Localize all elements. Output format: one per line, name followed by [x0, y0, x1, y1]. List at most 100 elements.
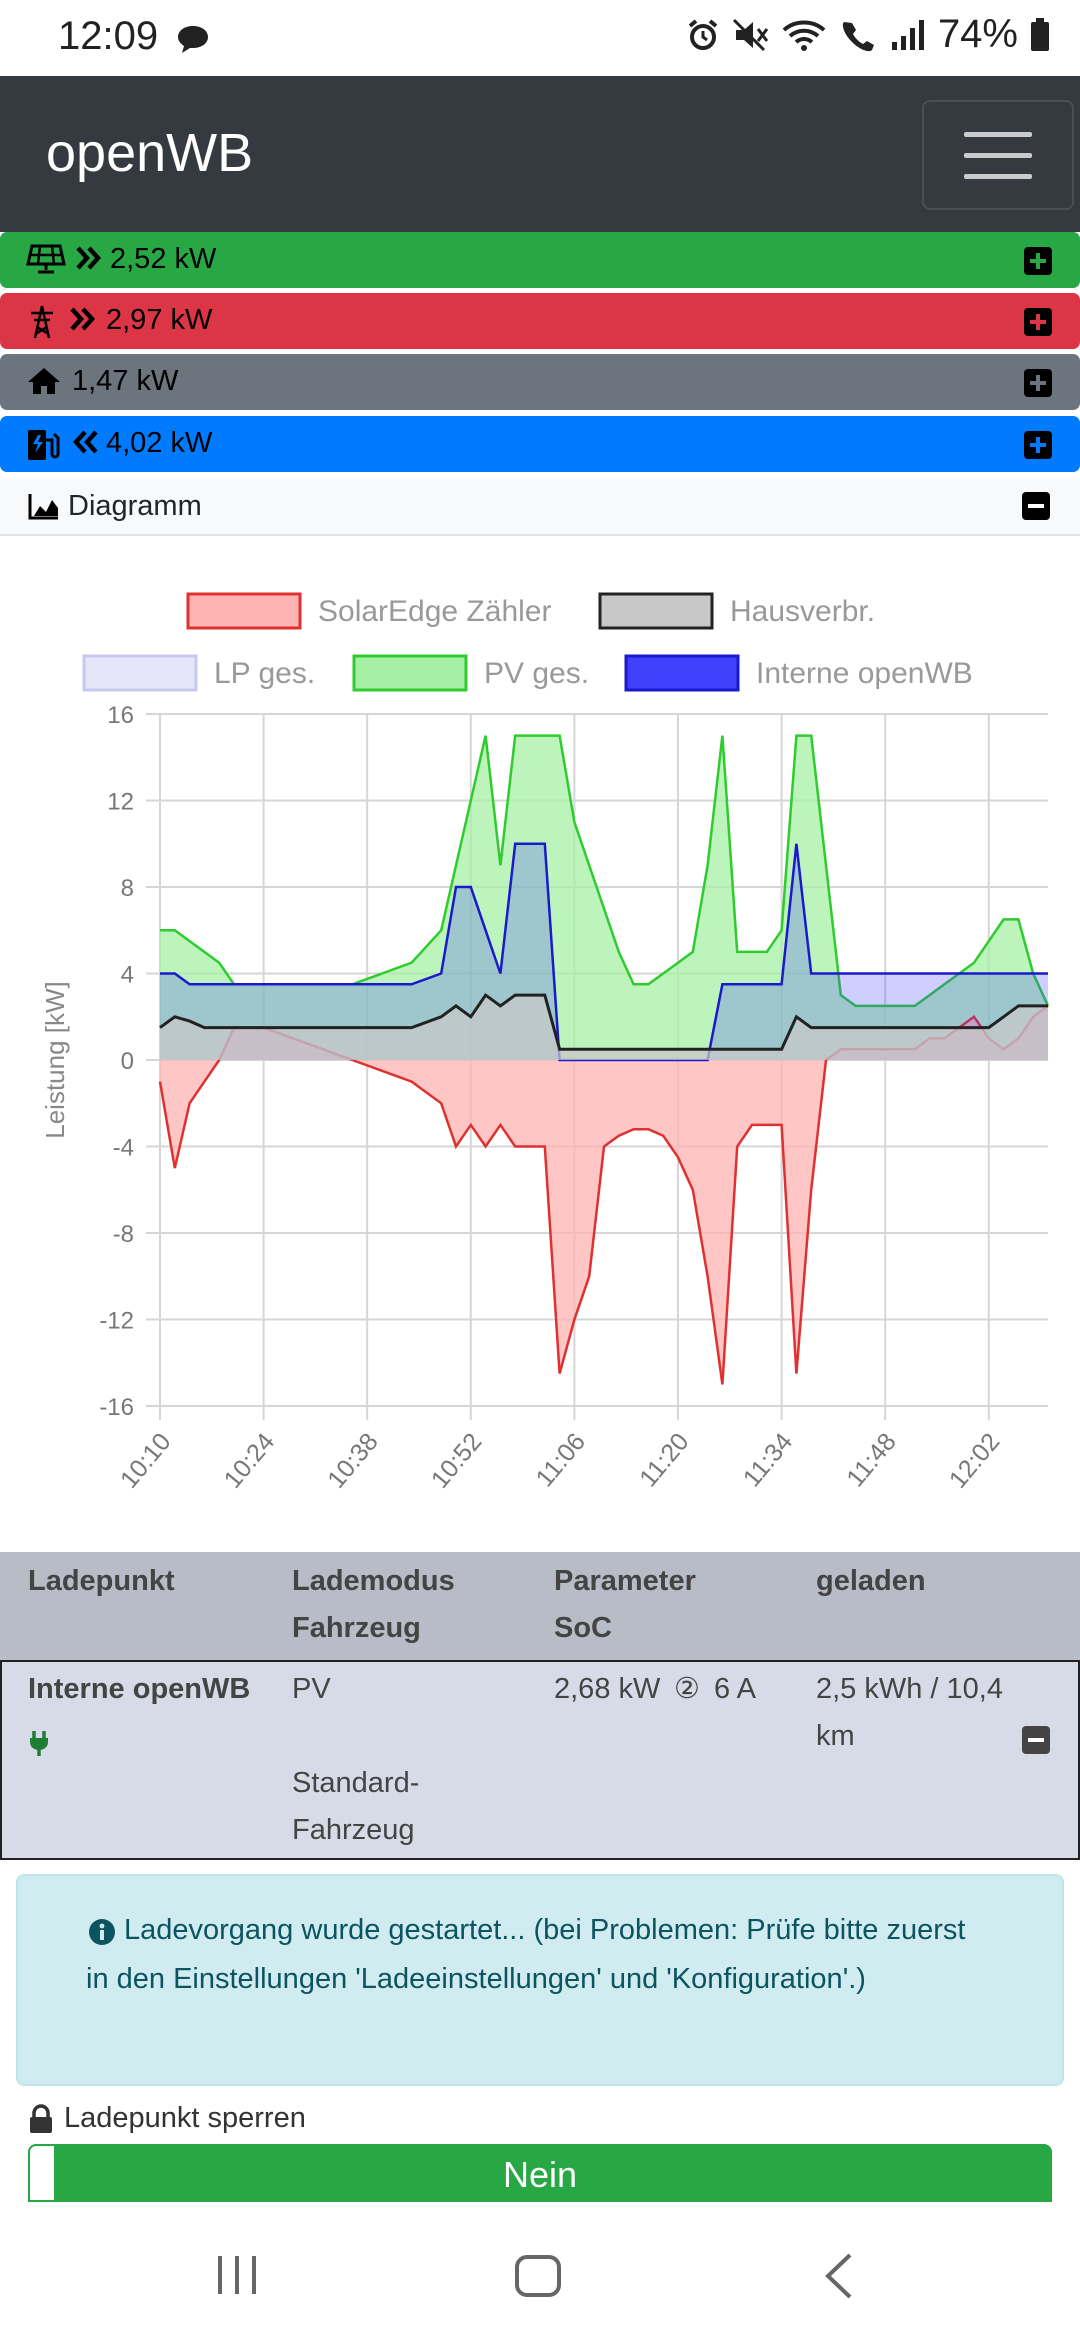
hamburger-icon [964, 153, 1032, 158]
wifi-icon [782, 20, 826, 51]
table-row[interactable]: Interne openWB PV Standard- Fahrzeug 2,6… [0, 1660, 1080, 1860]
battery-percent: 74% [937, 12, 1018, 56]
info-message-text: Ladevorgang wurde gestartet... (bei Prob… [86, 1914, 966, 1995]
charging-station-icon [28, 430, 60, 460]
legend-label: Interne openWB [756, 657, 973, 690]
y-tick-label: 12 [107, 789, 134, 816]
lock-icon [30, 2104, 52, 2133]
alarm-icon [688, 18, 718, 50]
navbar: openWB [0, 76, 1080, 232]
collapse-diagram-button[interactable] [1022, 492, 1050, 520]
charge-power-bar[interactable]: 4,02 kW [0, 416, 1080, 472]
angle-double-left-icon [72, 430, 98, 454]
pv-power-bar[interactable]: 2,52 kW [0, 232, 1080, 288]
home-button-icon[interactable] [514, 2254, 562, 2298]
header-lademodus: Lademodus [292, 1565, 455, 1597]
series-area-interne-openwb [160, 843, 1048, 1060]
house-power-bar[interactable]: 1,47 kW [0, 354, 1080, 410]
lock-button-label: Nein [502, 2154, 578, 2195]
system-navigation-bar [0, 2204, 1080, 2340]
y-tick-label: 0 [121, 1048, 134, 1075]
menu-toggle-button[interactable] [922, 100, 1074, 210]
lock-label: Ladepunkt sperren [64, 2102, 306, 2134]
header-soc: SoC [554, 1612, 612, 1644]
info-circle-icon [89, 1919, 115, 1945]
grid-power-value: 2,97 kW [106, 304, 213, 336]
x-tick-label: 12:02 [944, 1428, 1006, 1494]
y-tick-label: 8 [121, 875, 134, 902]
expand-pv-button[interactable] [1024, 247, 1052, 275]
collapse-row-button[interactable] [1022, 1726, 1050, 1754]
charged-energy: 2,5 kWh / 10,4 [816, 1673, 1003, 1705]
home-icon [28, 368, 60, 394]
solar-panel-icon [26, 244, 66, 274]
x-tick-label: 10:10 [115, 1428, 177, 1494]
expand-grid-button[interactable] [1024, 308, 1052, 336]
x-tick-label: 10:38 [322, 1428, 384, 1494]
series-line-hausverbr- [159, 992, 1048, 1051]
plug-icon [30, 1731, 48, 1756]
x-tick-label: 10:52 [426, 1428, 488, 1494]
diagram-label: Diagramm [68, 490, 202, 522]
legend-swatch [186, 592, 302, 630]
y-tick-label: -12 [99, 1308, 134, 1335]
expand-house-button[interactable] [1024, 369, 1052, 397]
house-power-value: 1,47 kW [72, 365, 179, 397]
status-time: 12:09 [58, 14, 159, 58]
hamburger-icon [964, 132, 1032, 137]
power-chart-svg: 16 12 8 4 0 -4 -8 -12 -16 10:10 10:24 10:38 10:52 11:… [40, 592, 1050, 1494]
signal-icon [891, 19, 924, 50]
diagram-header[interactable]: Diagramm [0, 478, 1080, 536]
power-chart: 16 12 8 4 0 -4 -8 -12 -16 10:10 10:24 10:38 10:52 11:… [0, 536, 1080, 1550]
y-axis-title: Leistung [kW] [40, 981, 70, 1139]
header-ladepunkt: Ladepunkt [28, 1565, 175, 1597]
y-tick-label: 16 [107, 702, 134, 729]
charge-current: 6 A [714, 1673, 756, 1705]
charge-mode[interactable]: PV [292, 1673, 331, 1705]
pv-power-value: 2,52 kW [110, 243, 217, 275]
recent-apps-icon[interactable] [214, 2254, 260, 2296]
expand-charge-button[interactable] [1024, 431, 1052, 459]
info-message: Ladevorgang wurde gestartet... (bei Prob… [86, 1906, 986, 2004]
header-geladen: geladen [816, 1565, 926, 1597]
table-header: Ladepunkt Lademodus Fahrzeug Parameter S… [0, 1552, 1080, 1660]
back-icon[interactable] [822, 2252, 856, 2300]
x-tick-label: 11:20 [634, 1428, 694, 1493]
y-tick-label: -4 [113, 1135, 134, 1162]
series-area-hausverbr- [160, 995, 1048, 1060]
legend-label: Hausverbr. [730, 595, 875, 628]
y-tick-label: -8 [113, 1221, 134, 1248]
legend-swatch [352, 654, 468, 692]
legend-label: LP ges. [214, 657, 315, 690]
mute-icon [732, 18, 769, 51]
angle-double-right-icon [76, 246, 102, 270]
series-area-solaredge-z-hler [160, 1005, 1048, 1385]
battery-icon [1031, 17, 1049, 51]
series-area-pv-ges- [160, 735, 1048, 1060]
legend-swatch [598, 592, 714, 630]
grid-power-bar[interactable]: 2,97 kW [0, 293, 1080, 349]
legend-label: SolarEdge Zähler [318, 595, 551, 628]
x-tick-label: 11:48 [841, 1428, 901, 1493]
status-bar: 12:09 74% [0, 0, 1080, 76]
x-tick-label: 11:34 [738, 1428, 799, 1493]
legend-label: PV ges. [484, 657, 589, 690]
chat-bubble-icon [178, 26, 208, 53]
brand-title[interactable]: openWB [46, 123, 254, 183]
hamburger-icon [964, 174, 1032, 179]
header-fahrzeug: Fahrzeug [292, 1612, 421, 1644]
info-alert: Ladevorgang wurde gestartet... (bei Prob… [16, 1874, 1064, 2086]
charge-power-value: 4,02 kW [106, 427, 213, 459]
x-tick-label: 10:24 [219, 1428, 281, 1494]
area-chart-icon [28, 494, 58, 520]
wifi-call-icon [842, 21, 874, 51]
vehicle-line2[interactable]: Fahrzeug [292, 1814, 415, 1846]
phases-indicator: ② [674, 1673, 700, 1705]
legend-swatch [82, 654, 198, 692]
toggle-knob[interactable] [28, 2144, 56, 2202]
vehicle-line1[interactable]: Standard- [292, 1767, 420, 1799]
legend-swatch [624, 654, 740, 692]
lock-toggle-button[interactable]: Nein [28, 2144, 1052, 2202]
header-parameter: Parameter [554, 1565, 696, 1597]
power-tower-icon [31, 305, 53, 339]
